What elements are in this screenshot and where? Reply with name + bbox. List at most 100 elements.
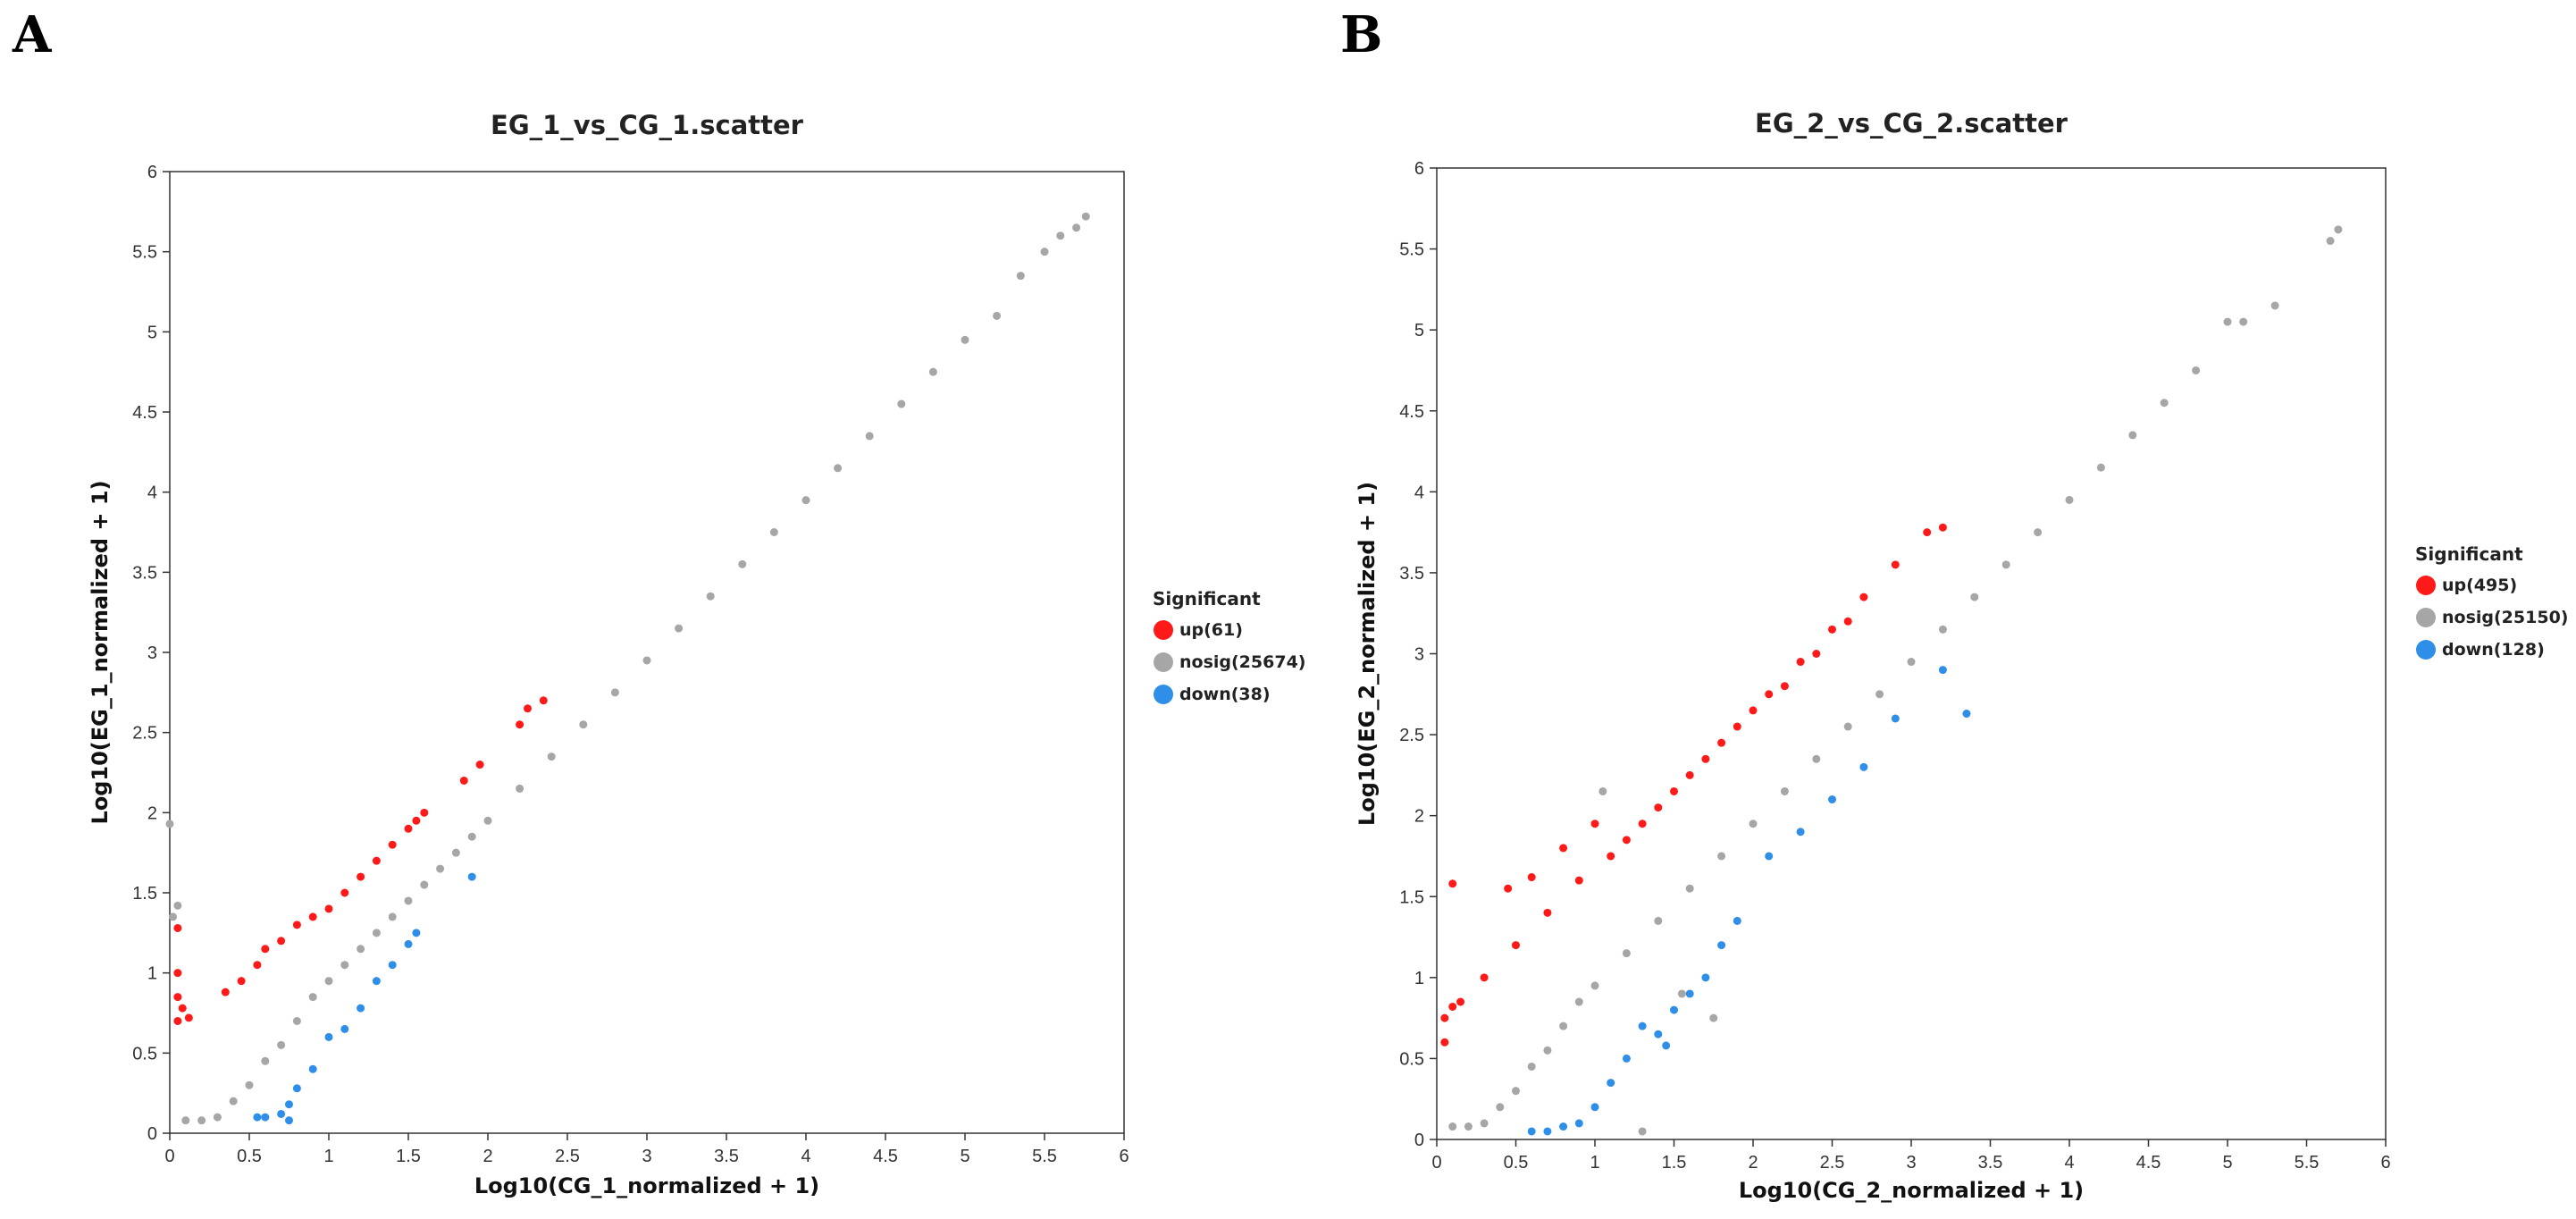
legend-marker-up[interactable]	[1154, 620, 1173, 640]
legend-label-up[interactable]: up(61)	[1179, 620, 1243, 640]
nosig-point	[2128, 431, 2137, 440]
y-tick-label: 4.5	[132, 403, 157, 423]
up-point	[412, 816, 421, 825]
nosig-point	[292, 1016, 301, 1025]
nosig-point	[165, 820, 174, 828]
legend-label-nosig[interactable]: nosig(25150)	[2442, 608, 2568, 627]
nosig-point	[1685, 884, 1694, 893]
up-point	[1796, 658, 1805, 667]
legend-marker-nosig[interactable]	[1154, 652, 1173, 672]
plot-frame	[169, 171, 1125, 1134]
nosig-point	[1559, 1021, 1568, 1030]
x-tick-label: 3.5	[1978, 1153, 2003, 1173]
up-point	[1590, 820, 1599, 828]
nosig-point	[1717, 852, 1726, 861]
legend-label-down[interactable]: down(38)	[1179, 685, 1271, 704]
y-tick-label: 3	[147, 643, 157, 663]
up-point	[178, 1004, 187, 1013]
y-tick-label: 1.5	[1399, 887, 1424, 907]
down-point	[292, 1084, 301, 1093]
nosig-point	[1654, 916, 1663, 925]
nosig-point	[1709, 1013, 1718, 1022]
up-point	[1543, 908, 1552, 917]
nosig-point	[2270, 301, 2279, 310]
up-point	[1812, 650, 1821, 658]
x-tick-label: 0.5	[1504, 1153, 1529, 1173]
nosig-point	[436, 864, 445, 873]
down-point	[1543, 1127, 1552, 1136]
legend-label-down[interactable]: down(128)	[2442, 640, 2545, 660]
series-nosig	[165, 212, 1090, 1125]
x-tick-label: 1	[1590, 1153, 1599, 1173]
x-tick-label: 3.5	[714, 1147, 739, 1166]
up-point	[1559, 844, 1568, 853]
up-point	[1440, 1013, 1449, 1022]
up-point	[1701, 754, 1710, 763]
nosig-point	[1677, 989, 1686, 998]
x-tick-label: 2	[482, 1147, 492, 1166]
nosig-point	[1448, 1122, 1457, 1131]
down-point	[308, 1064, 317, 1073]
up-point	[388, 840, 397, 849]
down-point	[261, 1113, 270, 1122]
legend-label-up[interactable]: up(495)	[2442, 576, 2517, 595]
nosig-point	[610, 688, 619, 697]
legend-marker-nosig[interactable]	[2416, 608, 2436, 627]
y-tick-label: 4.5	[1399, 402, 1424, 422]
y-tick-label: 1.5	[132, 884, 157, 904]
legend-marker-down[interactable]	[1154, 685, 1173, 704]
nosig-point	[1040, 248, 1049, 256]
up-point	[1670, 786, 1678, 795]
nosig-point	[1543, 1046, 1552, 1055]
down-point	[324, 1032, 333, 1041]
nosig-point	[2334, 225, 2343, 234]
up-point	[221, 988, 230, 996]
down-point	[404, 939, 413, 948]
nosig-point	[1016, 272, 1025, 281]
up-point	[1685, 770, 1694, 779]
legend-marker-up[interactable]	[2416, 576, 2436, 595]
up-point	[1622, 836, 1631, 845]
panel-label-a: A	[12, 5, 53, 64]
nosig-point	[516, 784, 524, 793]
nosig-point	[1081, 212, 1090, 221]
down-point	[1654, 1030, 1663, 1038]
series-down	[253, 872, 476, 1125]
legend-marker-down[interactable]	[2416, 640, 2436, 660]
up-point	[173, 993, 182, 1002]
nosig-point	[897, 399, 906, 408]
down-point	[1607, 1079, 1615, 1088]
nosig-point	[928, 367, 937, 376]
up-point	[292, 921, 301, 929]
nosig-point	[2096, 463, 2105, 472]
nosig-point	[738, 559, 747, 568]
nosig-point	[1056, 231, 1065, 240]
down-point	[1574, 1119, 1583, 1128]
down-point	[1590, 1103, 1599, 1112]
y-tick-label: 1	[1414, 969, 1424, 988]
scatter-chart-eg1-vs-cg1: EG_1_vs_CG_1.scatter Log10(CG_1_normalize…	[88, 110, 1305, 1198]
nosig-point	[1590, 981, 1599, 990]
nosig-point	[277, 1040, 286, 1049]
nosig-point	[340, 961, 349, 970]
up-point	[173, 923, 182, 932]
down-point	[1662, 1041, 1671, 1050]
nosig-point	[1480, 1119, 1489, 1128]
up-point	[357, 872, 365, 881]
up-point	[184, 1013, 193, 1022]
x-tick-label: 6	[1119, 1147, 1129, 1166]
legend-label-nosig[interactable]: nosig(25674)	[1179, 652, 1305, 672]
x-tick-label: 2	[1748, 1153, 1758, 1173]
nosig-point	[2239, 317, 2248, 326]
nosig-point	[961, 335, 969, 344]
y-tick-label: 2.5	[1399, 726, 1424, 745]
up-point	[475, 761, 484, 769]
up-point	[1456, 997, 1465, 1006]
nosig-point	[706, 592, 715, 601]
nosig-point	[1780, 786, 1789, 795]
nosig-point	[357, 945, 365, 954]
x-tick-label: 4.5	[873, 1147, 898, 1166]
nosig-point	[865, 432, 874, 441]
up-point	[1440, 1038, 1449, 1047]
down-point	[388, 961, 397, 970]
